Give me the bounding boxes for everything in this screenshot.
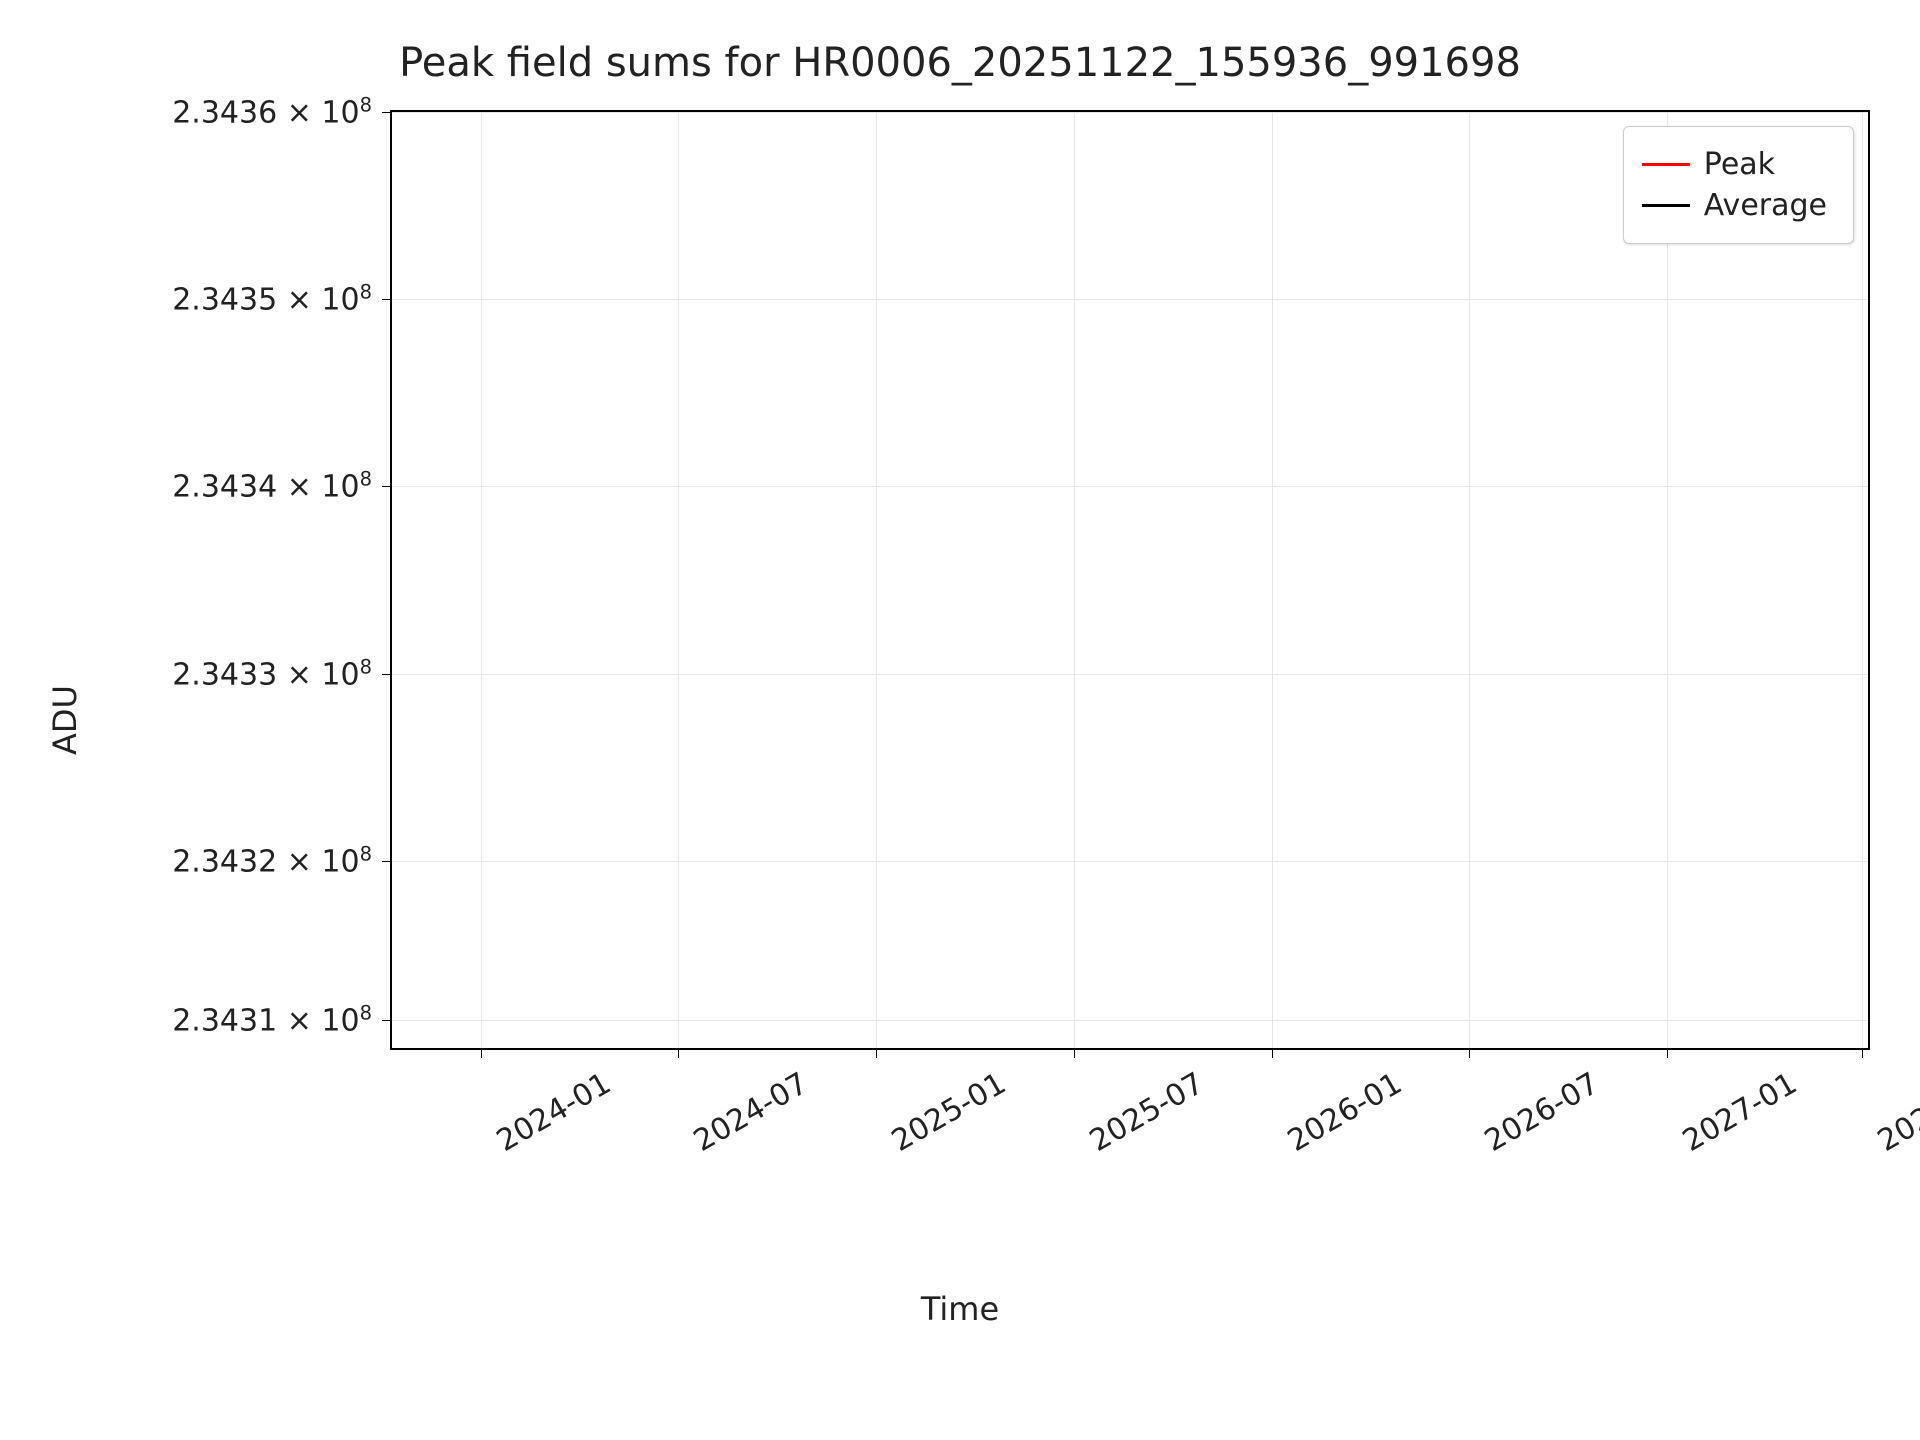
gridline-vertical: [1074, 112, 1075, 1048]
legend-entry-average: Average: [1642, 188, 1827, 223]
x-tick-mark: [678, 1048, 679, 1058]
x-tick-label-4: 2026-01: [1282, 1066, 1408, 1159]
x-tick-label-7: 2027-07: [1872, 1066, 1920, 1159]
gridline-horizontal: [392, 1020, 1868, 1021]
gridline-vertical: [678, 112, 679, 1048]
x-tick-label-5: 2026-07: [1479, 1066, 1605, 1159]
y-tick-mark: [382, 299, 392, 300]
gridline-horizontal: [392, 299, 1868, 300]
x-axis-label: Time: [921, 1290, 999, 1328]
x-tick-label-2: 2025-01: [886, 1066, 1012, 1159]
y-tick-label-0: 2.3436 × 108: [172, 94, 372, 131]
x-tick-mark: [1469, 1048, 1470, 1058]
gridline-vertical: [876, 112, 877, 1048]
y-tick-mark: [382, 486, 392, 487]
legend-label-average: Average: [1704, 188, 1827, 223]
legend-swatch-average: [1642, 204, 1690, 207]
x-tick-mark: [481, 1048, 482, 1058]
y-tick-mark: [382, 861, 392, 862]
y-axis-label: ADU: [46, 685, 84, 755]
x-tick-label-0: 2024-01: [490, 1066, 616, 1159]
x-tick-label-1: 2024-07: [688, 1066, 814, 1159]
y-tick-mark: [382, 112, 392, 113]
gridline-horizontal: [392, 486, 1868, 487]
y-tick-mark: [382, 674, 392, 675]
chart-container: Peak field sums for HR0006_20251122_1559…: [0, 0, 1920, 1440]
y-tick-label-2: 2.3434 × 108: [172, 468, 372, 505]
gridline-horizontal: [392, 674, 1868, 675]
x-tick-mark: [1074, 1048, 1075, 1058]
gridline-vertical: [1667, 112, 1668, 1048]
y-tick-label-3: 2.3433 × 108: [172, 655, 372, 692]
gridline-vertical: [1469, 112, 1470, 1048]
y-tick-label-1: 2.3435 × 108: [172, 281, 372, 318]
x-tick-mark: [1667, 1048, 1668, 1058]
gridline-vertical: [1862, 112, 1863, 1048]
gridline-horizontal: [392, 112, 1868, 113]
chart-title: Peak field sums for HR0006_20251122_1559…: [0, 40, 1920, 86]
y-tick-mark: [382, 1020, 392, 1021]
legend-label-peak: Peak: [1704, 147, 1775, 182]
y-tick-label-5: 2.3431 × 108: [172, 1001, 372, 1038]
x-tick-label-3: 2025-07: [1084, 1066, 1210, 1159]
gridline-vertical: [1272, 112, 1273, 1048]
legend-swatch-peak: [1642, 163, 1690, 166]
gridline-vertical: [481, 112, 482, 1048]
plot-area: 2.3436 × 108 2.3435 × 108 2.3434 × 108 2…: [390, 110, 1870, 1050]
legend-entry-peak: Peak: [1642, 147, 1827, 182]
x-tick-mark: [876, 1048, 877, 1058]
chart-legend: Peak Average: [1623, 126, 1854, 244]
gridline-horizontal: [392, 861, 1868, 862]
x-tick-label-6: 2027-01: [1677, 1066, 1803, 1159]
y-tick-label-4: 2.3432 × 108: [172, 842, 372, 879]
x-tick-mark: [1862, 1048, 1863, 1058]
x-tick-mark: [1272, 1048, 1273, 1058]
